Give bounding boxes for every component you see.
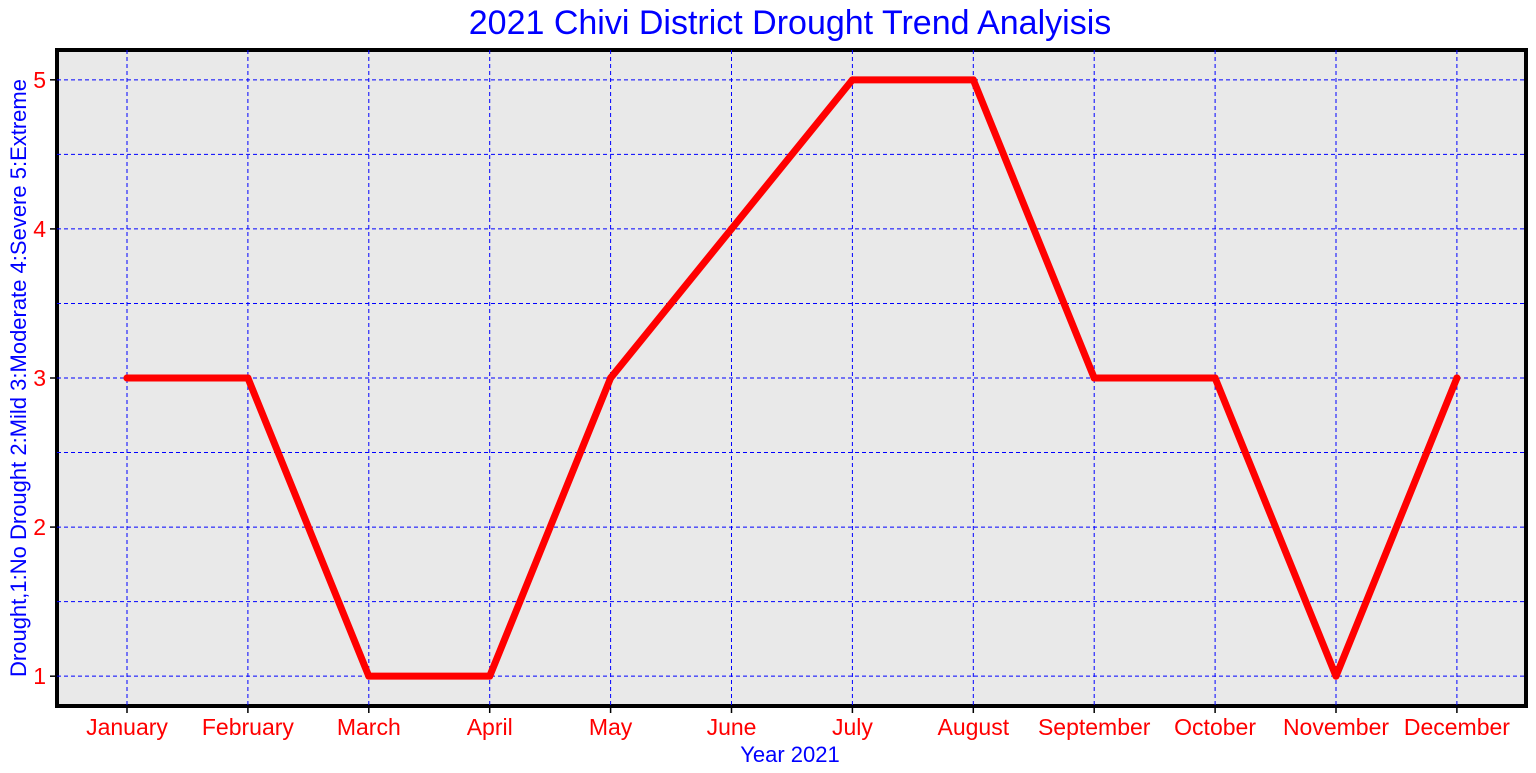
- data-point: [244, 374, 252, 382]
- data-point: [728, 225, 735, 233]
- data-point: [607, 374, 615, 382]
- data-point: [365, 672, 373, 680]
- y-tick-labels: 1 2 3 4 5: [33, 67, 46, 689]
- data-point: [486, 672, 494, 680]
- x-tick-label: September: [1038, 714, 1151, 740]
- data-point: [1090, 374, 1098, 382]
- x-tick-label: November: [1283, 714, 1389, 740]
- drought-series-line: [123, 76, 1461, 680]
- axis-ticks: [50, 79, 1458, 713]
- x-tick-label: August: [937, 714, 1009, 740]
- chart-title: 2021 Chivi District Drought Trend Analyi…: [469, 4, 1112, 42]
- data-point: [123, 374, 131, 382]
- x-tick-label: December: [1404, 714, 1510, 740]
- series-layer: [123, 76, 1461, 680]
- y-tick-label: 2: [33, 514, 46, 540]
- data-point: [848, 76, 856, 84]
- x-tick-label: May: [589, 714, 633, 740]
- x-tick-label: March: [337, 714, 401, 740]
- y-axis-label: Drought,1:No Drought 2:Mild 3:Moderate 4…: [6, 79, 31, 677]
- data-point: [1211, 374, 1219, 382]
- x-axis-label: Year 2021: [740, 742, 840, 767]
- x-tick-label: January: [86, 714, 168, 740]
- y-tick-label: 3: [33, 365, 46, 391]
- data-point: [969, 76, 977, 84]
- y-tick-label: 4: [33, 216, 46, 242]
- grid-lines: [57, 50, 1526, 706]
- x-tick-label: February: [202, 714, 295, 740]
- x-tick-labels: January February March April May June July Augu…: [86, 714, 1510, 740]
- y-tick-label: 5: [33, 67, 46, 93]
- x-tick-label: July: [832, 714, 873, 740]
- data-point: [1332, 672, 1340, 680]
- data-point: [1453, 374, 1461, 382]
- y-tick-label: 1: [33, 663, 46, 689]
- x-tick-label: April: [467, 714, 513, 740]
- x-tick-label: October: [1174, 714, 1256, 740]
- x-tick-label: June: [707, 714, 757, 740]
